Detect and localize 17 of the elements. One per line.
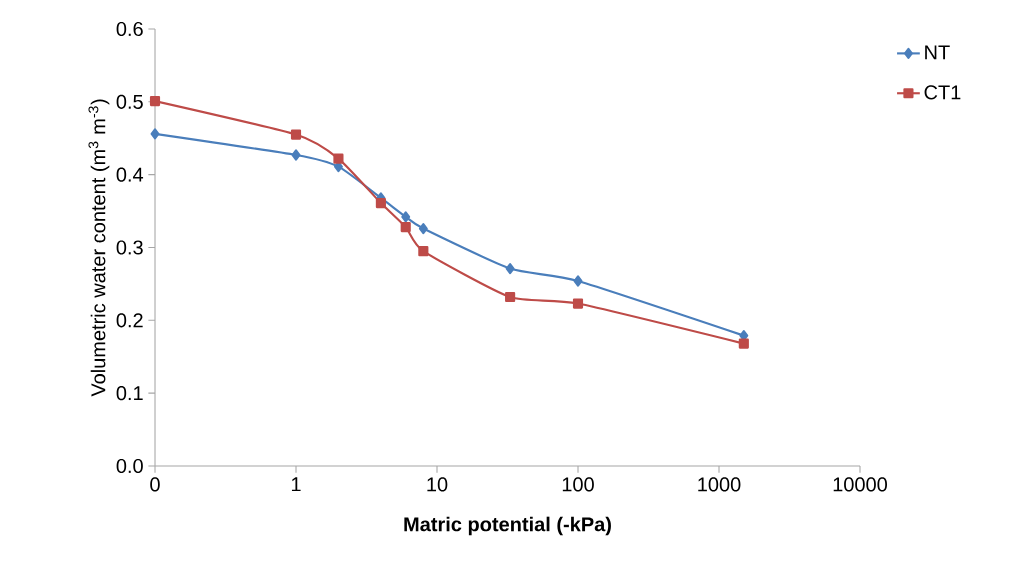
x-tick-label: 1000 xyxy=(698,477,741,492)
y-axis-title: Volumetric water content (m$^{3}$ m$^{-3}$) xyxy=(88,99,110,397)
x-tick-label: 10000 xyxy=(833,477,887,492)
x-tick-label: 100 xyxy=(562,477,594,492)
y-tick-label: 0.6 xyxy=(116,21,143,37)
y-tick-label: 0.3 xyxy=(116,240,143,255)
legend-label: CT1 xyxy=(924,85,961,100)
y-tick-label: 0.4 xyxy=(116,167,144,182)
y-tick-label: 0.2 xyxy=(116,313,143,328)
x-tick-label: 1 xyxy=(291,477,301,492)
legend-label: NT xyxy=(925,45,950,60)
x-tick-label: 0 xyxy=(150,477,160,492)
y-tick-label: 0.0 xyxy=(116,458,143,474)
x-tick-label: 10 xyxy=(427,477,448,492)
y-tick-label: 0.5 xyxy=(116,94,143,109)
x-axis-title: Matric potential (-kPa) xyxy=(404,516,611,536)
y-tick-label: 0.1 xyxy=(116,386,143,401)
